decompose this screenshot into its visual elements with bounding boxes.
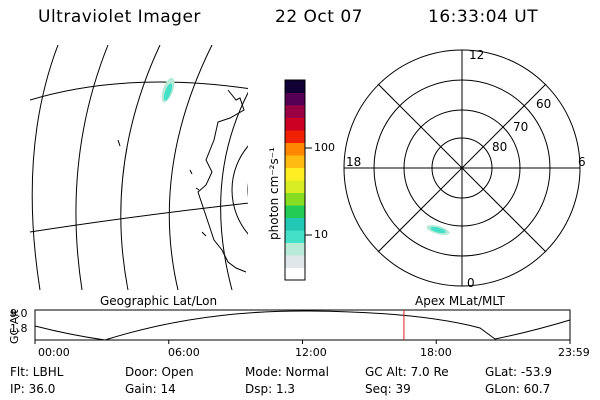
timeline-left-caption: Geographic Lat/Lon bbox=[100, 294, 218, 308]
polar-aurora-blob bbox=[426, 225, 450, 235]
colorbar-band bbox=[285, 142, 305, 156]
info-gc-alt: GC Alt: 7.0 Re bbox=[365, 365, 449, 379]
colorbar-band bbox=[285, 205, 305, 218]
colorbar-band bbox=[285, 217, 305, 231]
map-aurora-blob bbox=[161, 77, 175, 103]
timeline-y-tick-9: 9.0 bbox=[10, 307, 28, 320]
colorbar-unit-label: photon cm⁻²s⁻¹ bbox=[267, 147, 281, 240]
colorbar-band bbox=[285, 180, 305, 193]
timeline-y-tick-1-8: 1.8 bbox=[10, 322, 28, 335]
info-glat: GLat: -53.9 bbox=[485, 365, 552, 379]
info-ip: IP: 36.0 bbox=[10, 382, 56, 396]
colorbar-band bbox=[285, 80, 305, 93]
timeline-x-tick-0600: 06:00 bbox=[168, 346, 200, 359]
info-mode: Mode: Normal bbox=[245, 365, 329, 379]
info-gain: Gain: 14 bbox=[125, 382, 176, 396]
timeline-x-tick-0000: 00:00 bbox=[38, 346, 70, 359]
colorbar-band bbox=[285, 92, 305, 106]
colorbar bbox=[285, 80, 305, 281]
mlt-label-6: 6 bbox=[578, 155, 586, 169]
info-seq: Seq: 39 bbox=[365, 382, 411, 396]
colorbar-band bbox=[285, 155, 305, 168]
mlt-label-18: 18 bbox=[346, 155, 362, 169]
colorbar-band bbox=[285, 117, 305, 131]
colorbar-band bbox=[285, 267, 305, 281]
app-title: Ultraviolet Imager bbox=[38, 7, 201, 27]
polar-plot bbox=[343, 49, 581, 287]
lat-label-60: 60 bbox=[536, 97, 552, 111]
colorbar-label-100: 100 bbox=[314, 141, 335, 154]
info-filter: Flt: LBHL bbox=[10, 365, 64, 379]
timeline-x-tick-1200: 12:00 bbox=[295, 346, 327, 359]
lat-label-80: 80 bbox=[492, 140, 508, 154]
colorbar-band bbox=[285, 255, 305, 268]
mlt-label-12: 12 bbox=[469, 48, 485, 62]
info-door: Door: Open bbox=[125, 365, 194, 379]
header-time: 16:33:04 UT bbox=[428, 7, 539, 27]
info-dsp: Dsp: 1.3 bbox=[245, 382, 296, 396]
mlt-label-0: 0 bbox=[467, 276, 475, 290]
timeline-right-caption: Apex MLat/MLT bbox=[415, 294, 505, 308]
lat-label-70: 70 bbox=[513, 120, 529, 134]
colorbar-band bbox=[285, 105, 305, 118]
header-date: 22 Oct 07 bbox=[275, 7, 363, 27]
colorbar-frame bbox=[284, 79, 306, 281]
colorbar-band bbox=[285, 192, 305, 206]
colorbar-band bbox=[285, 242, 305, 256]
colorbar-band bbox=[285, 167, 305, 181]
colorbar-band bbox=[285, 130, 305, 143]
timeline-x-tick-2359: 23:59 bbox=[558, 346, 590, 359]
timeline-plot bbox=[34, 309, 571, 344]
colorbar-band bbox=[285, 230, 305, 243]
altitude-curve bbox=[34, 310, 571, 341]
timeline-x-tick-1800: 18:00 bbox=[420, 346, 452, 359]
info-glon: GLon: 60.7 bbox=[485, 382, 551, 396]
colorbar-label-10: 10 bbox=[314, 228, 328, 241]
